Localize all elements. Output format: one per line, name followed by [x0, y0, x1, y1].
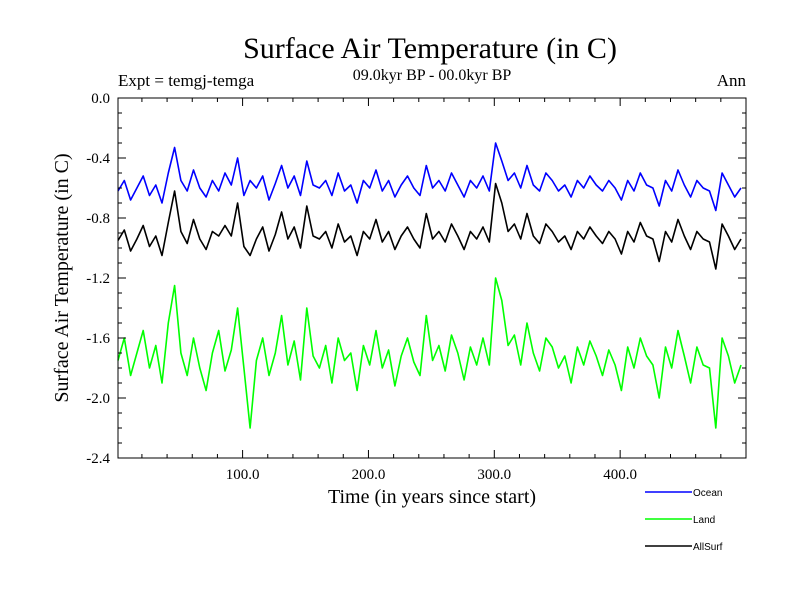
series-layer — [117, 142, 742, 429]
series-line-land — [117, 277, 742, 429]
series-line-allsurf — [117, 182, 742, 270]
x-axis-label: Time (in years since start) — [328, 486, 536, 508]
y-tick-label: 0.0 — [91, 91, 110, 107]
y-tick-label: -0.4 — [86, 151, 110, 167]
y-tick-label: -2.0 — [86, 391, 110, 407]
x-tick-label: 300.0 — [477, 467, 511, 483]
y-tick-label: -0.8 — [86, 211, 110, 227]
chart-subtitle: 09.0kyr BP - 00.0kyr BP — [353, 67, 512, 84]
plot-frame — [117, 97, 747, 459]
y-tick-label: -1.6 — [86, 331, 110, 347]
y-axis: 0.0 -0.4 -0.8 -1.2 -1.6 -2.0 -2.4 — [86, 91, 746, 467]
y-tick-label: -2.4 — [86, 451, 110, 467]
legend: Ocean Land AllSurf — [645, 488, 723, 553]
legend-label-allsurf: AllSurf — [693, 542, 723, 553]
y-tick-label: -1.2 — [86, 271, 110, 287]
season-label: Ann — [717, 71, 747, 90]
legend-label-ocean: Ocean — [693, 488, 722, 499]
x-axis: 100.0 200.0 300.0 400.0 — [141, 98, 722, 483]
x-tick-label: 100.0 — [226, 467, 260, 483]
plot-area: 100.0 200.0 300.0 400.0 0.0 -0.4 -0.8 -1.2 -1.6… — [86, 91, 747, 483]
y-axis-label: Surface Air Temperature (in C) — [51, 153, 73, 402]
legend-label-land: Land — [693, 515, 715, 526]
x-tick-label: 400.0 — [603, 467, 637, 483]
series-line-ocean — [117, 142, 742, 212]
chart-title: Surface Air Temperature (in C) — [243, 32, 617, 65]
experiment-label: Expt = temgj-temga — [118, 71, 255, 90]
x-tick-label: 200.0 — [352, 467, 386, 483]
